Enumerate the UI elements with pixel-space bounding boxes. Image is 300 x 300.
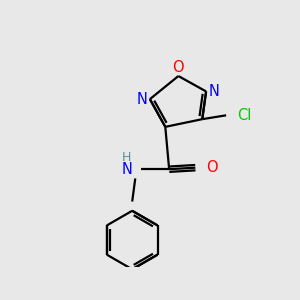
Text: O: O — [206, 160, 218, 175]
Text: Cl: Cl — [237, 108, 251, 123]
Text: N: N — [121, 162, 132, 177]
Text: O: O — [172, 59, 184, 74]
Text: N: N — [137, 92, 148, 106]
Text: H: H — [121, 151, 131, 164]
Text: N: N — [208, 84, 219, 99]
